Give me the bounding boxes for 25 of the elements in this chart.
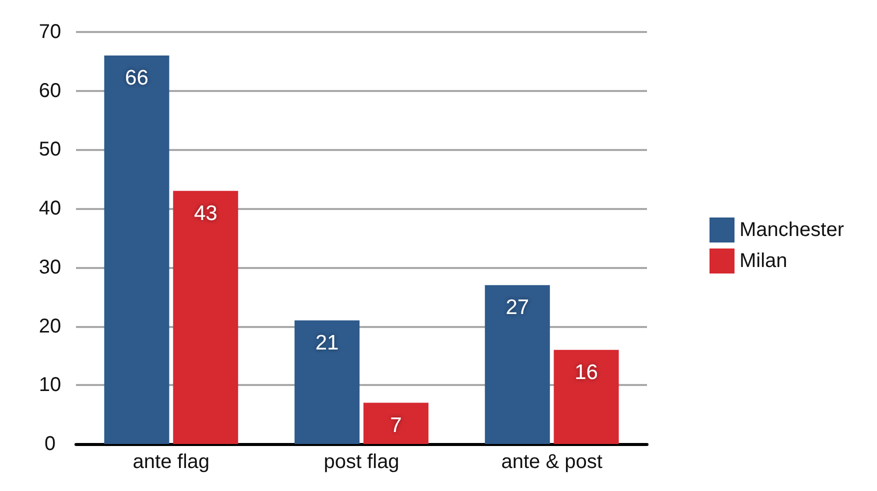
y-tick-label: 0	[44, 433, 56, 455]
data-label: 27	[506, 296, 530, 320]
data-label: 43	[194, 202, 218, 225]
y-tick-label: 40	[38, 198, 62, 220]
x-tick-label: ante & post	[501, 451, 603, 473]
y-tick-label: 10	[38, 374, 62, 396]
bar	[363, 402, 428, 444]
y-tick-label: 30	[38, 256, 62, 278]
legend-label: Milan	[740, 250, 788, 272]
x-tick-label: ante flag	[132, 451, 210, 473]
bar	[484, 285, 550, 444]
data-label: 66	[125, 66, 148, 90]
bar	[104, 56, 170, 444]
data-label: 7	[390, 414, 402, 437]
data-label: 16	[574, 360, 598, 384]
x-tick-label: post flag	[324, 451, 400, 473]
legend-label: Manchester	[740, 219, 844, 241]
bar	[294, 320, 360, 444]
y-tick-label: 20	[38, 315, 62, 338]
data-label: 21	[315, 331, 339, 354]
y-tick-label: 50	[38, 138, 62, 161]
bar	[554, 350, 619, 444]
bar	[173, 190, 238, 444]
y-tick-label: 60	[38, 80, 62, 102]
y-tick-label: 70	[38, 21, 62, 43]
